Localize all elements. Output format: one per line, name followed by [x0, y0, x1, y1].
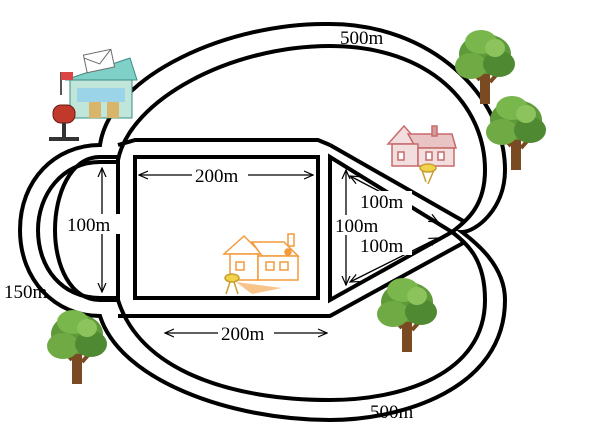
label-rectangle-top: 200m [195, 166, 239, 187]
label-backgrounds [66, 165, 412, 343]
rectangle-block [133, 155, 320, 300]
semicircle-block [52, 155, 120, 302]
label-triangle-vertical: 100m [335, 216, 379, 237]
label-bottom-arc: 500m [370, 402, 414, 423]
label-rectangle-bottom: 200m [221, 324, 265, 345]
label-top-arc: 500m [340, 28, 384, 49]
tree-icon [375, 276, 439, 354]
tree-icon [45, 308, 109, 386]
label-triangle-upper-side: 100m [360, 192, 404, 213]
tree-icon [484, 94, 548, 172]
label-semicircle-diameter: 100m [67, 215, 111, 236]
label-triangle-lower-side: 100m [360, 236, 404, 257]
house-pink-icon [386, 124, 457, 185]
post-office-icon [49, 48, 138, 141]
house-orange-icon [222, 233, 300, 295]
tree-icon [453, 28, 517, 106]
label-left-semicircle: 150m [4, 282, 48, 303]
